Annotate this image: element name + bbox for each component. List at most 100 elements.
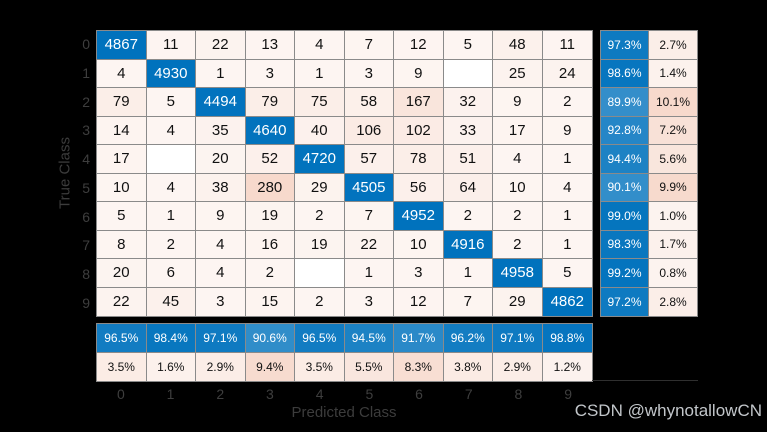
matrix-cell: 9 — [196, 202, 246, 231]
row-summary-incorrect-cell: 1.0% — [649, 202, 697, 231]
column-summary-correct-cell: 98.8% — [542, 324, 592, 353]
matrix-cell: 280 — [245, 173, 295, 202]
matrix-cell: 10 — [394, 230, 444, 259]
matrix-cell: 12 — [394, 31, 444, 60]
matrix-cell: 2 — [542, 88, 592, 117]
row-summary-correct-cell: 94.4% — [601, 145, 649, 174]
matrix-cell: 33 — [443, 116, 493, 145]
matrix-cell: 11 — [146, 31, 196, 60]
matrix-cell: 2 — [245, 259, 295, 288]
matrix-cell: 29 — [295, 173, 345, 202]
matrix-cell: 4 — [493, 145, 543, 174]
matrix-cell: 12 — [394, 287, 444, 316]
matrix-cell: 22 — [97, 287, 147, 316]
axis-baseline — [592, 380, 698, 381]
matrix-cell: 40 — [295, 116, 345, 145]
matrix-cell: 64 — [443, 173, 493, 202]
column-summary-correct-cell: 91.7% — [394, 324, 444, 353]
matrix-cell: 11 — [542, 31, 592, 60]
row-summary-correct-cell: 89.9% — [601, 88, 649, 117]
row-summary-incorrect-cell: 1.7% — [649, 230, 697, 259]
matrix-cell: 2 — [493, 202, 543, 231]
matrix-cell: 52 — [245, 145, 295, 174]
matrix-cell: 2 — [146, 230, 196, 259]
matrix-cell: 4 — [146, 173, 196, 202]
matrix-cell: 79 — [245, 88, 295, 117]
row-summary-incorrect-cell: 2.7% — [649, 31, 697, 60]
column-summary-incorrect-cell: 2.9% — [493, 352, 543, 381]
row-summary-correct-cell: 97.3% — [601, 31, 649, 60]
row-summary-incorrect-cell: 7.2% — [649, 116, 697, 145]
matrix-cell: 8 — [97, 230, 147, 259]
matrix-cell: 2 — [443, 202, 493, 231]
matrix-cell: 7 — [443, 287, 493, 316]
y-axis-label: True Class — [56, 137, 74, 209]
matrix-cell: 4930 — [146, 59, 196, 88]
y-tick-label: 6 — [82, 208, 90, 225]
column-summary-correct-cell: 96.5% — [97, 324, 147, 353]
row-summary-correct-cell: 99.2% — [601, 259, 649, 288]
matrix-cell: 4720 — [295, 145, 345, 174]
matrix-cell: 5 — [146, 88, 196, 117]
y-tick-label: 1 — [82, 65, 90, 82]
x-tick-label: 4 — [315, 386, 324, 402]
matrix-cell: 4494 — [196, 88, 246, 117]
matrix-cell: 3 — [245, 59, 295, 88]
matrix-cell: 29 — [493, 287, 543, 316]
column-summary-correct-cell: 96.5% — [295, 324, 345, 353]
column-summary-incorrect-cell: 9.4% — [245, 352, 295, 381]
matrix-cell: 1 — [295, 59, 345, 88]
matrix-cell: 4640 — [245, 116, 295, 145]
matrix-cell: 6 — [146, 259, 196, 288]
matrix-cell: 4 — [542, 173, 592, 202]
matrix-cell: 2 — [295, 287, 345, 316]
y-tick-label: 8 — [82, 265, 90, 282]
y-tick-label: 3 — [82, 122, 90, 139]
matrix-cell: 5 — [443, 31, 493, 60]
matrix-cell: 22 — [196, 31, 246, 60]
matrix-cell: 3 — [344, 59, 394, 88]
matrix-cell: 9 — [394, 59, 444, 88]
matrix-cell: 1 — [542, 145, 592, 174]
matrix-cell — [146, 145, 196, 174]
matrix-cell: 16 — [245, 230, 295, 259]
matrix-cell: 4 — [97, 59, 147, 88]
matrix-cell: 4505 — [344, 173, 394, 202]
matrix-cell: 106 — [344, 116, 394, 145]
matrix-cell: 17 — [493, 116, 543, 145]
matrix-cell — [443, 59, 493, 88]
x-tick-label: 3 — [266, 386, 274, 402]
matrix-cell: 10 — [493, 173, 543, 202]
y-tick-label: 9 — [82, 294, 90, 311]
column-summary-incorrect-cell: 5.5% — [344, 352, 394, 381]
matrix-cell: 4916 — [443, 230, 493, 259]
matrix-cell — [295, 259, 345, 288]
row-summary-correct-cell: 98.3% — [601, 230, 649, 259]
matrix-cell: 20 — [97, 259, 147, 288]
row-summary-incorrect-cell: 10.1% — [649, 88, 697, 117]
matrix-cell: 1 — [146, 202, 196, 231]
matrix-cell: 7 — [344, 31, 394, 60]
matrix-cell: 102 — [394, 116, 444, 145]
watermark: CSDN @whynotallowCN — [574, 401, 762, 420]
row-summary-correct-cell: 99.0% — [601, 202, 649, 231]
x-tick-label: 0 — [116, 386, 125, 402]
x-tick-label: 8 — [514, 386, 523, 402]
matrix-cell: 1 — [542, 230, 592, 259]
row-summary-correct-cell: 98.6% — [601, 59, 649, 88]
matrix-cell: 4958 — [493, 259, 543, 288]
matrix-cell: 15 — [245, 287, 295, 316]
matrix-cell: 24 — [542, 59, 592, 88]
matrix-cell: 3 — [394, 259, 444, 288]
row-summary-incorrect-cell: 5.6% — [649, 145, 697, 174]
column-summary-incorrect-cell: 3.5% — [295, 352, 345, 381]
row-summary-correct-cell: 90.1% — [601, 173, 649, 202]
y-tick-label: 2 — [82, 93, 90, 110]
matrix-cell: 4862 — [542, 287, 592, 316]
matrix-cell: 4867 — [97, 31, 147, 60]
x-tick-label: 6 — [415, 386, 423, 402]
y-tick-label: 7 — [82, 237, 90, 254]
matrix-cell: 4952 — [394, 202, 444, 231]
row-summary-incorrect-cell: 2.8% — [649, 287, 697, 316]
matrix-cell: 1 — [542, 202, 592, 231]
